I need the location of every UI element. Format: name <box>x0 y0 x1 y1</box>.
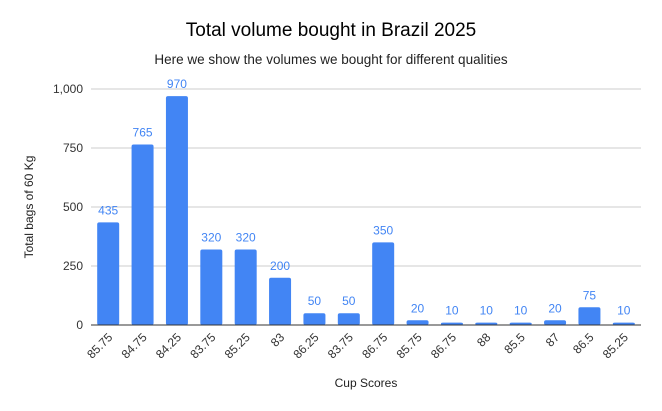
x-tick-label: 88 <box>474 330 494 350</box>
x-tick-label: 85.75 <box>394 330 425 361</box>
y-tick-label: 250 <box>63 259 83 273</box>
data-label: 435 <box>98 203 118 217</box>
x-tick-label: 84.75 <box>119 330 150 361</box>
bar <box>475 322 498 325</box>
bar <box>509 322 532 325</box>
y-tick-label: 0 <box>76 318 83 332</box>
data-label: 10 <box>514 304 528 318</box>
data-label: 320 <box>201 230 221 244</box>
x-tick-label: 83.75 <box>325 330 356 361</box>
data-label: 50 <box>308 294 322 308</box>
x-tick-label: 85.25 <box>222 330 253 361</box>
chart-subtitle: Here we show the volumes we bought for d… <box>154 52 508 67</box>
x-tick-label: 86.25 <box>290 330 321 361</box>
x-tick-label: 87 <box>543 330 563 350</box>
data-label: 10 <box>445 304 459 318</box>
x-axis-title: Cup Scores <box>335 376 398 390</box>
y-tick-label: 1,000 <box>53 82 83 96</box>
x-tick-label: 84.25 <box>153 330 184 361</box>
bar <box>234 249 257 325</box>
x-tick-label: 85.5 <box>501 330 528 357</box>
bar-layer <box>97 96 635 325</box>
bar <box>97 222 120 325</box>
data-label: 20 <box>411 301 425 315</box>
bar <box>612 322 635 325</box>
bar <box>337 313 360 325</box>
x-tick-label: 83.75 <box>187 330 218 361</box>
x-tick-label: 86.75 <box>428 330 459 361</box>
data-label: 50 <box>342 294 356 308</box>
data-label: 20 <box>548 301 562 315</box>
bar <box>200 249 223 325</box>
x-tick-label: 83 <box>268 330 288 350</box>
x-tick-label: 86.75 <box>359 330 390 361</box>
data-label: 765 <box>133 125 153 139</box>
x-tick-label: 85.75 <box>84 330 115 361</box>
bar <box>544 320 567 325</box>
bar <box>165 96 188 325</box>
y-tick-label: 750 <box>63 141 83 155</box>
bar <box>131 144 154 325</box>
bar <box>269 277 292 325</box>
bar <box>303 313 326 325</box>
bar <box>372 242 395 325</box>
bar <box>578 307 601 325</box>
bar <box>406 320 429 325</box>
data-label: 320 <box>236 230 256 244</box>
bar <box>440 322 463 325</box>
data-label: 10 <box>617 304 631 318</box>
label-layer: 435 765 970 320 320 200 50 50 350 20 10 10 10 20 75 10 <box>98 77 631 318</box>
y-tick-label: 500 <box>63 200 83 214</box>
data-label: 200 <box>270 259 290 273</box>
data-label: 75 <box>583 288 597 302</box>
chart-title: Total volume bought in Brazil 2025 <box>185 20 477 41</box>
y-axis-title: Total bags of 60 Kg <box>22 156 36 259</box>
data-label: 350 <box>373 223 393 237</box>
data-label: 10 <box>480 304 494 318</box>
x-tick-label: 85.25 <box>600 330 631 361</box>
data-label: 970 <box>167 77 187 91</box>
x-tick-label: 86.5 <box>570 330 597 357</box>
